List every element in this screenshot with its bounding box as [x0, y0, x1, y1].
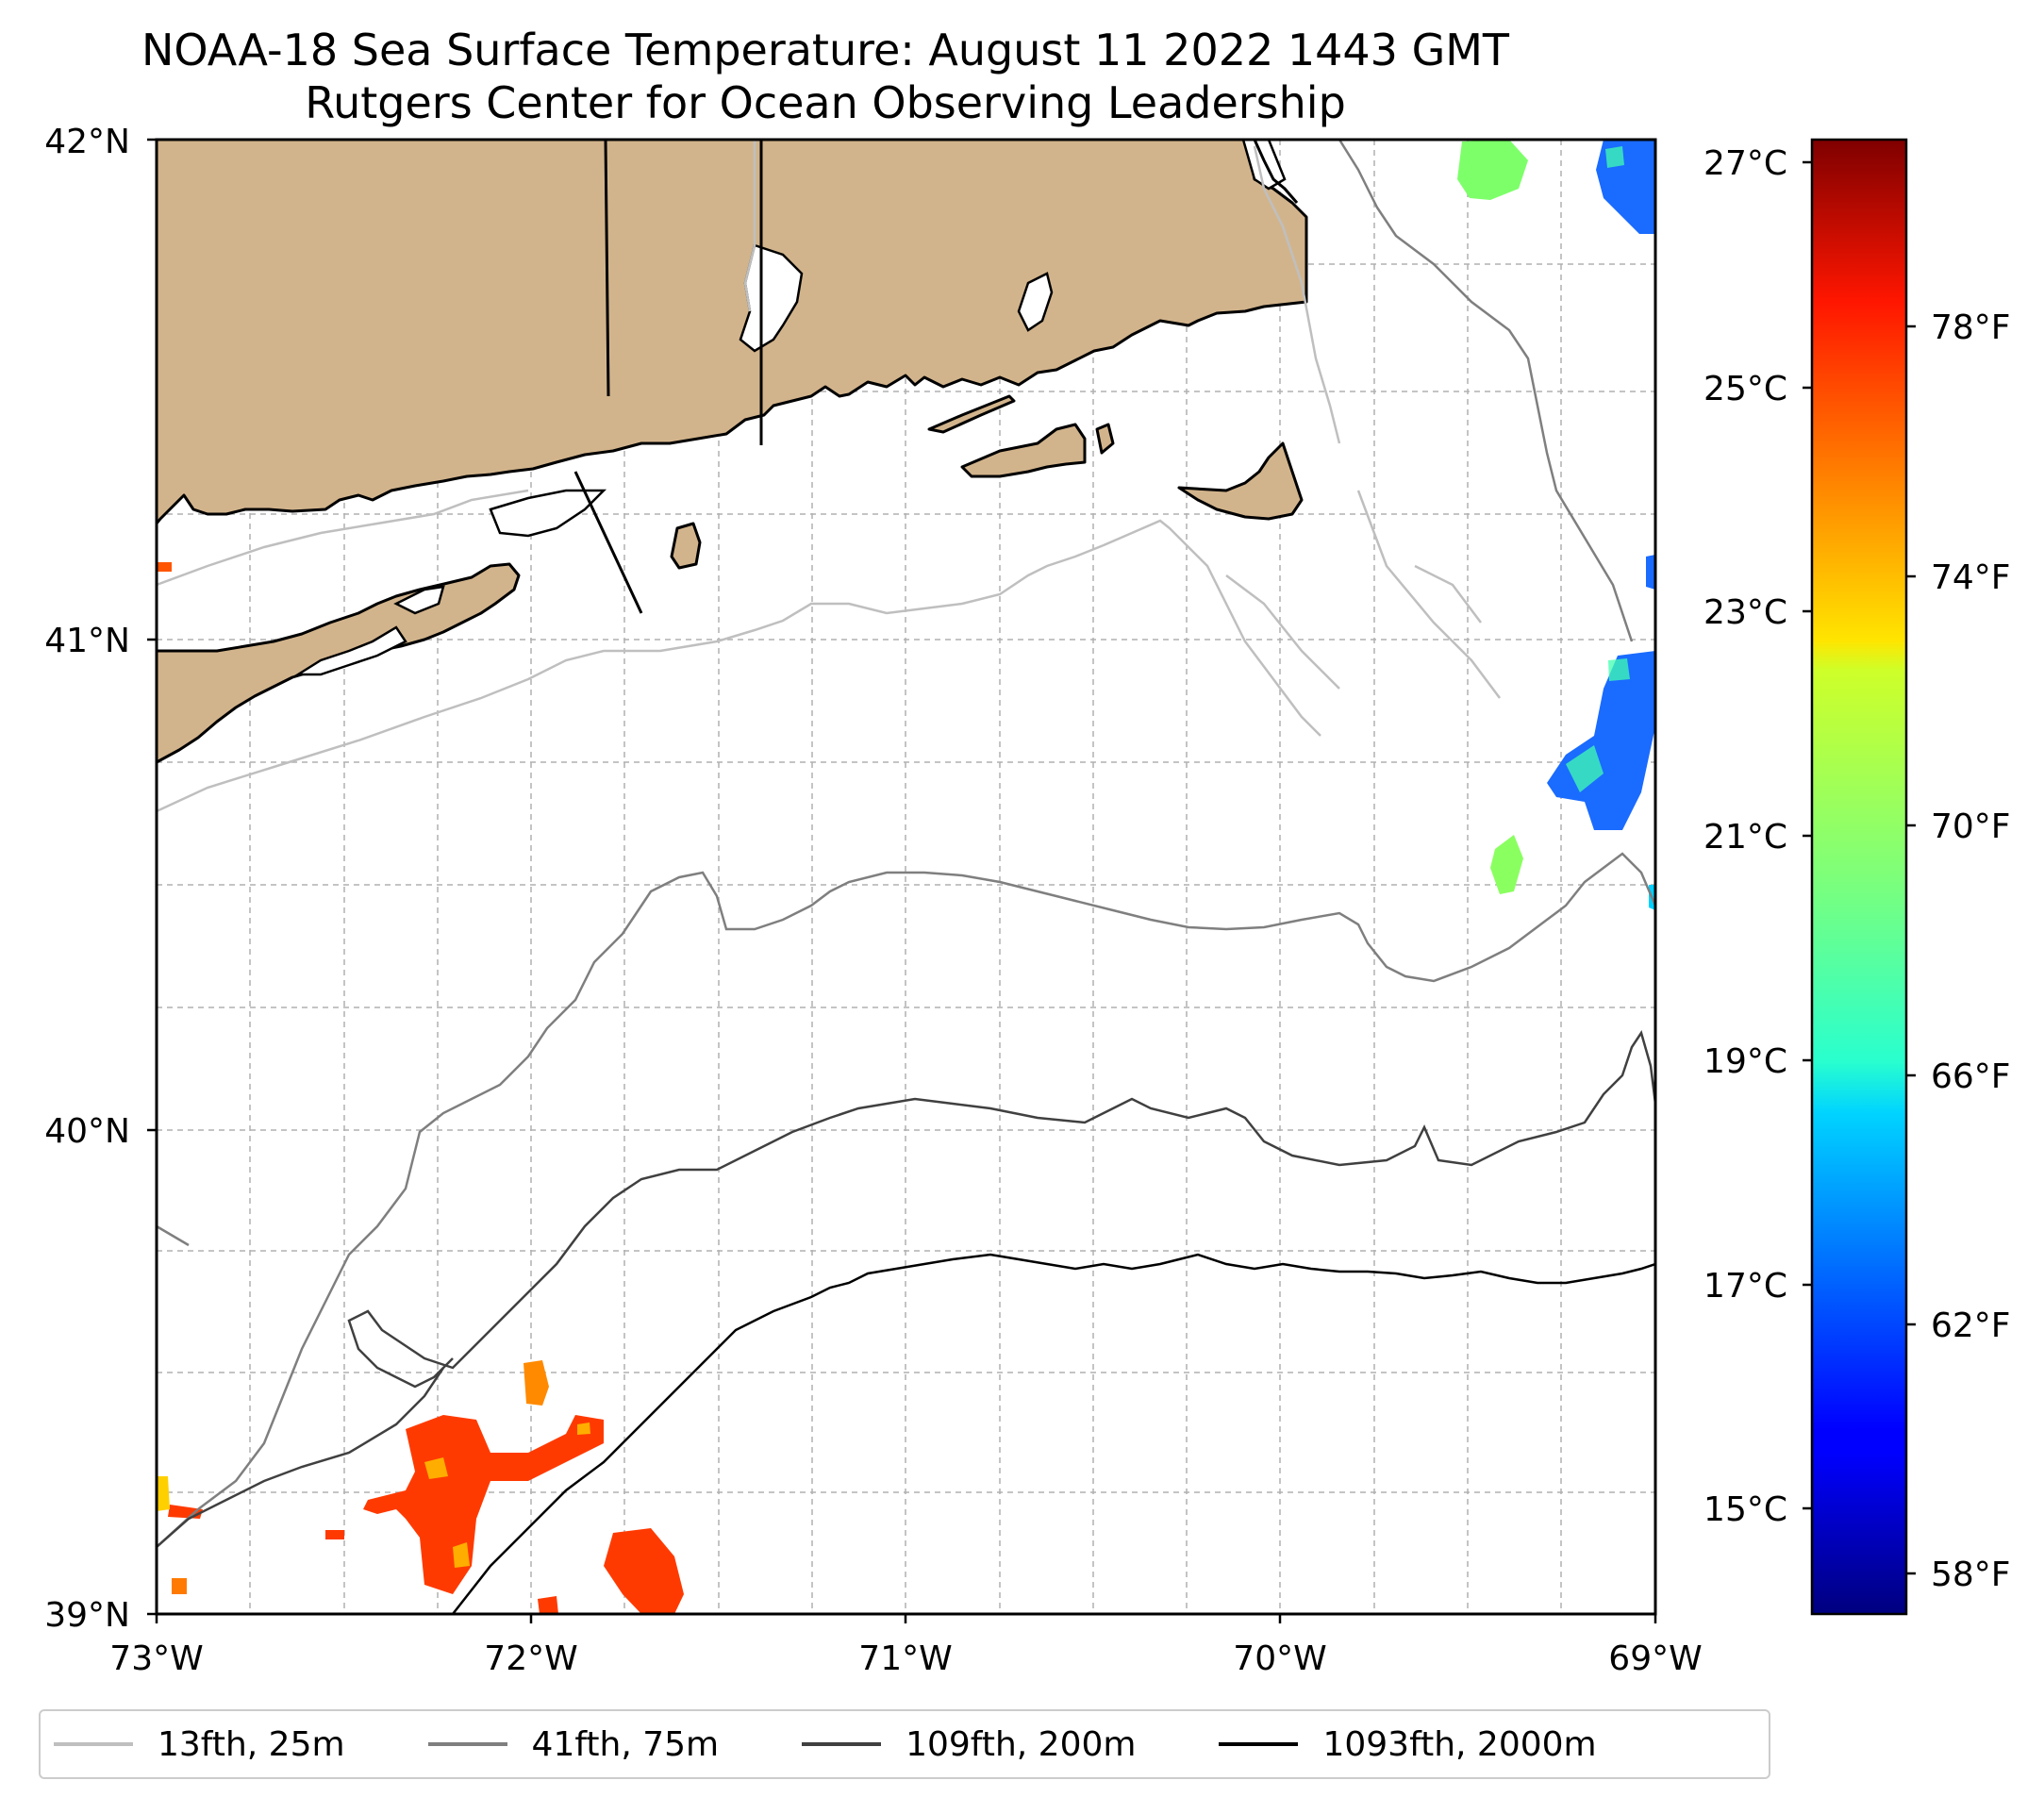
bathy-200m [157, 1030, 1655, 1548]
legend-label-200m: 109fth, 200m [906, 1724, 1137, 1764]
colorbar-fahrenheit-62: 62°F [1931, 1306, 2011, 1345]
land [157, 140, 1308, 764]
legend-swatch-200m [802, 1742, 882, 1746]
sst-data-cool-highlights [1566, 146, 1630, 792]
legend-swatch-75m [427, 1742, 507, 1746]
legend-item-2000m: 1093fth, 2000m [1219, 1724, 1597, 1764]
lon-label-72: 72°W [484, 1639, 577, 1678]
lon-label-71: 71°W [858, 1639, 952, 1678]
legend-swatch-2000m [1219, 1742, 1299, 1746]
map-title: NOAA-18 Sea Surface Temperature: August … [141, 25, 1509, 75]
colorbar-fahrenheit-66: 66°F [1931, 1057, 2011, 1096]
colorbar [1810, 138, 1908, 1616]
colorbar-celsius-23: 23°C [1703, 593, 1787, 632]
lat-label-39: 39°N [44, 1596, 130, 1635]
lat-label-41: 41°N [44, 622, 130, 660]
lon-label-73: 73°W [109, 1639, 203, 1678]
legend-item-75m: 41fth, 75m [427, 1724, 720, 1764]
map-area [157, 140, 1655, 1614]
sst-data-warm [157, 562, 684, 1614]
colorbar-celsius-21: 21°C [1703, 818, 1787, 857]
cape-cod-bay [1247, 140, 1299, 204]
legend-label-25m: 13fth, 25m [158, 1724, 345, 1764]
bathy-2000m [452, 1253, 1655, 1614]
sst-data-cool [1457, 140, 1655, 910]
colorbar-fahrenheit-70: 70°F [1931, 807, 2011, 846]
bathy-25m [157, 140, 1501, 813]
colorbar-celsius-15: 15°C [1703, 1490, 1787, 1529]
lat-label-40: 40°N [44, 1112, 130, 1151]
legend-item-25m: 13fth, 25m [54, 1725, 345, 1764]
state-borders [573, 140, 763, 614]
lon-label-69: 69°W [1608, 1639, 1702, 1678]
lon-label-70: 70°W [1233, 1639, 1326, 1678]
colorbar-fahrenheit-74: 74°F [1931, 558, 2011, 597]
legend-item-200m: 109fth, 200m [802, 1725, 1136, 1764]
map-subtitle: Rutgers Center for Ocean Observing Leade… [305, 77, 1346, 128]
axis-ticks [147, 138, 1657, 1623]
lat-label-42: 42°N [44, 123, 130, 161]
depth-legend: 13fth, 25m 41fth, 75m 109fth, 200m 1093f… [39, 1709, 1770, 1779]
colorbar-ticks [1803, 160, 1916, 1575]
legend-label-2000m: 1093fth, 2000m [1322, 1724, 1597, 1764]
colorbar-celsius-27: 27°C [1703, 144, 1787, 183]
bathy-75m [157, 140, 1655, 1548]
legend-label-75m: 41fth, 75m [531, 1724, 720, 1764]
colorbar-celsius-17: 17°C [1703, 1267, 1787, 1306]
legend-swatch-25m [54, 1742, 133, 1746]
colorbar-celsius-25: 25°C [1703, 370, 1787, 408]
colorbar-fahrenheit-58: 58°F [1931, 1556, 2011, 1594]
inland-water [293, 140, 1287, 676]
colorbar-celsius-19: 19°C [1703, 1042, 1787, 1081]
colorbar-fahrenheit-78: 78°F [1931, 308, 2011, 347]
sst-data-warm-highlights [424, 1423, 590, 1568]
gridlines [157, 140, 1655, 1614]
